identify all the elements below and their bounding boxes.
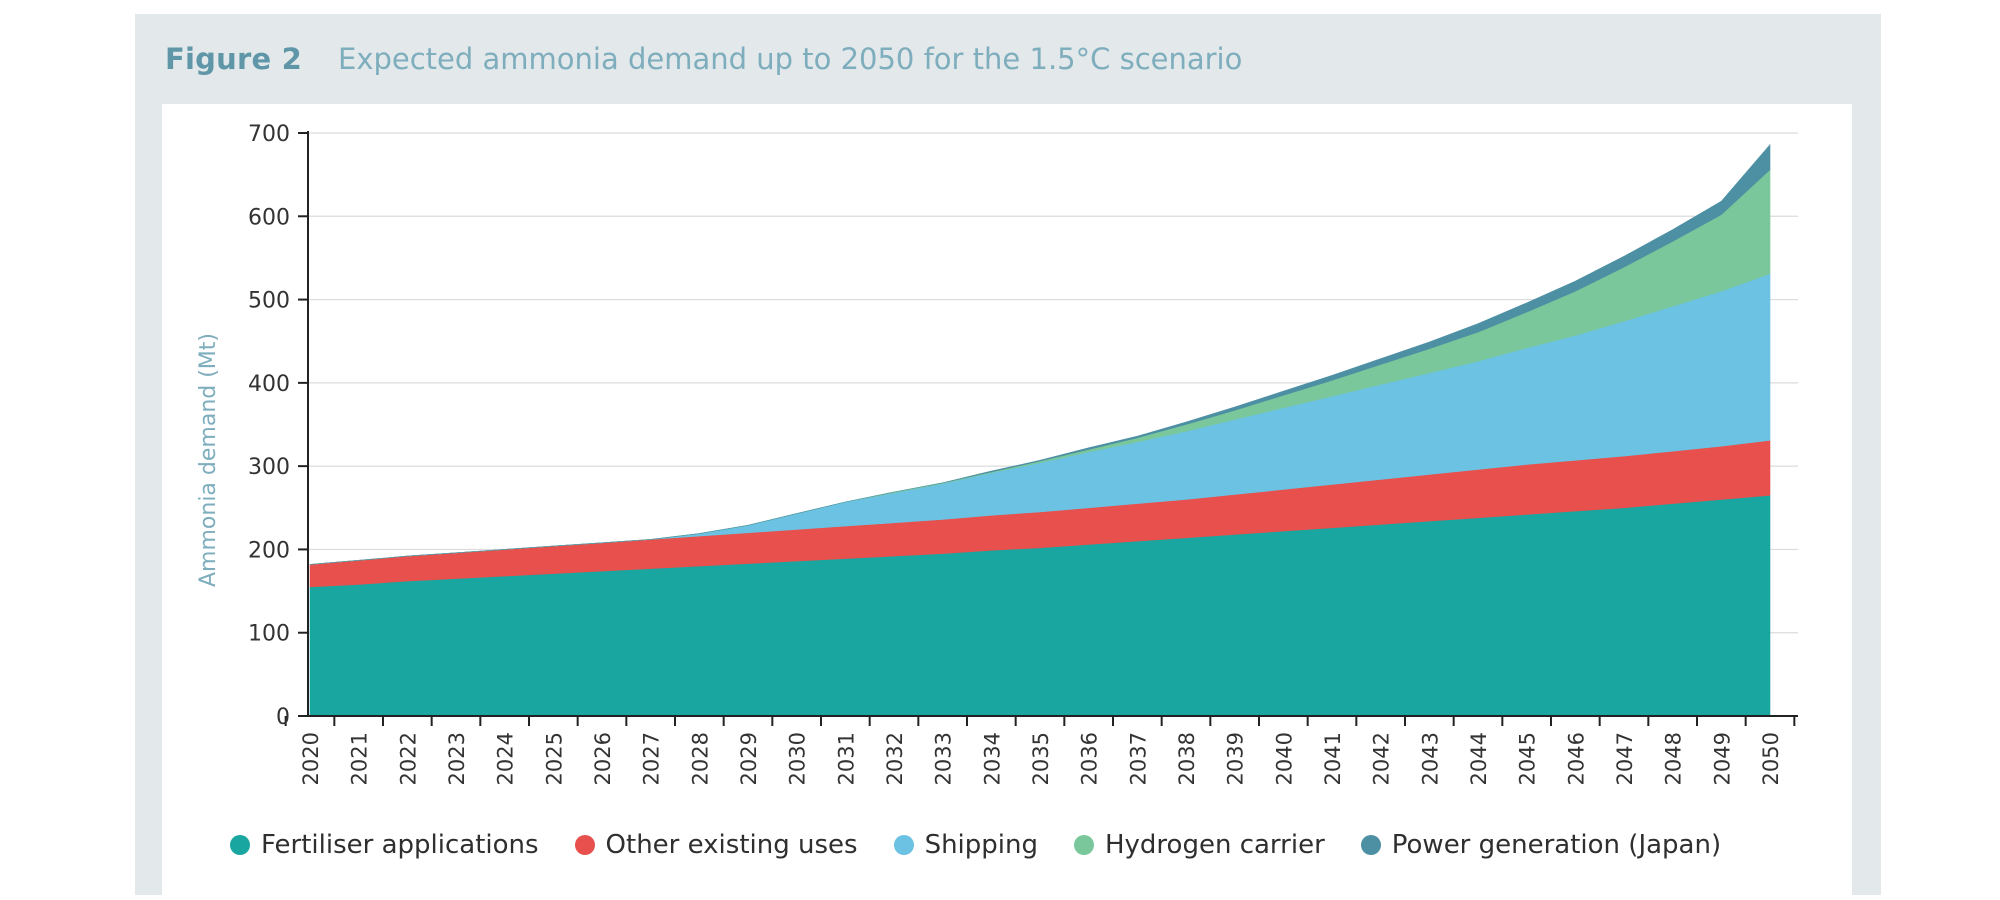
- x-tick-label: 2044: [1467, 732, 1491, 785]
- x-tick-label: 2040: [1272, 732, 1296, 785]
- y-tick-label: 600: [248, 205, 290, 230]
- figure-title: Expected ammonia demand up to 2050 for t…: [338, 42, 1243, 76]
- x-tick-label: 2036: [1078, 732, 1102, 785]
- legend-label: Shipping: [924, 830, 1038, 860]
- x-tick-label: 2032: [883, 732, 907, 785]
- x-tick-label: 2023: [445, 732, 469, 785]
- legend: Fertiliser applications Other existing us…: [230, 830, 1757, 860]
- x-tick-label: 2037: [1126, 732, 1150, 785]
- x-tick-label: 2047: [1613, 732, 1637, 785]
- legend-swatch: [893, 835, 914, 855]
- y-tick-label: 500: [248, 289, 290, 314]
- x-tick-label: 2039: [1224, 732, 1248, 785]
- x-tick-label: 2022: [396, 732, 420, 785]
- x-tick-label: 2021: [348, 732, 372, 785]
- figure-panel: Figure 2 Expected ammonia demand up to 2…: [135, 14, 1881, 895]
- legend-swatch: [1360, 835, 1381, 855]
- x-tick-label: 2049: [1710, 732, 1734, 785]
- x-tick-label: 2048: [1662, 732, 1686, 785]
- figure-header: Figure 2 Expected ammonia demand up to 2…: [165, 42, 1242, 82]
- legend-item: Hydrogen carrier: [1073, 830, 1325, 860]
- x-tick-labels: 2020 2021 2022 2023 2024 2025 2026 2027 2028 2029…: [299, 732, 1783, 785]
- y-tick-label: 200: [248, 538, 290, 563]
- y-tick-label: 100: [248, 622, 290, 647]
- x-tick-label: 2020: [299, 732, 323, 785]
- area-power-generation-japan: [309, 143, 1771, 565]
- x-tick-label: 2043: [1418, 732, 1442, 785]
- x-tick-label: 2029: [737, 732, 761, 785]
- legend-item: Other existing uses: [574, 830, 858, 860]
- axes: [284, 131, 1798, 726]
- legend-label: Fertiliser applications: [261, 830, 539, 860]
- legend-swatch: [574, 835, 595, 855]
- x-tick-label: 2042: [1370, 732, 1394, 785]
- x-tick-label: 2034: [980, 732, 1004, 785]
- legend-item: Fertiliser applications: [230, 830, 539, 860]
- legend-label: Power generation (Japan): [1391, 830, 1722, 860]
- legend-item: Shipping: [893, 830, 1038, 860]
- figure-number: Figure 2: [165, 42, 302, 76]
- x-tick-label: 2031: [834, 732, 858, 785]
- y-tick-labels: 0 100 200 300 400 500 600 700: [248, 122, 290, 730]
- x-tick-label: 2026: [591, 732, 615, 785]
- legend-item: Power generation (Japan): [1360, 830, 1722, 860]
- x-tick-label: 2045: [1516, 732, 1540, 785]
- x-tick-label: 2027: [640, 732, 664, 785]
- y-tick-label: 0: [276, 705, 290, 730]
- x-tick-label: 2050: [1759, 732, 1783, 785]
- legend-swatch: [230, 835, 250, 855]
- area-series: [309, 143, 1771, 717]
- x-tick-label: 2024: [494, 732, 518, 785]
- x-tick-label: 2038: [1175, 732, 1199, 785]
- legend-label: Other existing uses: [605, 830, 858, 860]
- x-tick-label: 2025: [542, 732, 566, 785]
- y-tick-label: 700: [248, 122, 290, 147]
- legend-swatch: [1073, 835, 1094, 855]
- x-tick-label: 2046: [1564, 732, 1588, 785]
- x-tick-label: 2035: [1029, 732, 1053, 785]
- y-tick-label: 300: [248, 455, 290, 480]
- y-axis-label: Ammonia demand (Mt): [196, 333, 221, 587]
- x-tick-label: 2033: [932, 732, 956, 785]
- chart-area: 0 100 200 300 400 500 600 700 2020 2021 2022 2023 2…: [162, 104, 1852, 895]
- x-tick-label: 2030: [786, 732, 810, 785]
- x-tick-label: 2028: [688, 732, 712, 785]
- legend-label: Hydrogen carrier: [1104, 830, 1325, 860]
- x-tick-label: 2041: [1321, 732, 1345, 785]
- y-tick-label: 400: [248, 372, 290, 397]
